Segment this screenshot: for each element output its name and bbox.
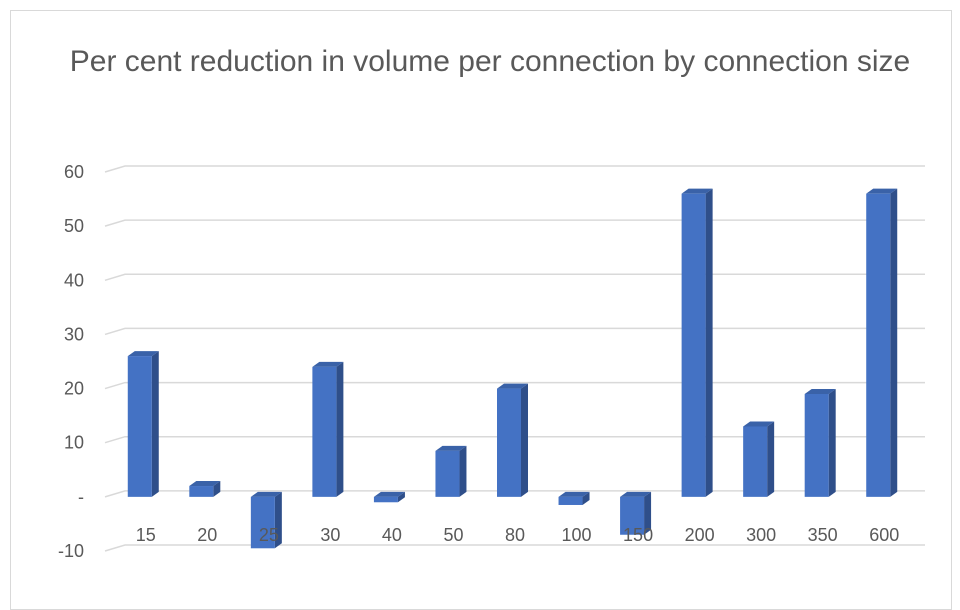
y-tick-label: 40	[64, 270, 84, 290]
bar-side	[582, 491, 590, 505]
bar-top	[497, 383, 528, 389]
bar	[127, 351, 159, 497]
bar	[804, 388, 836, 497]
gridline	[104, 327, 925, 336]
y-tick-label: 10	[64, 433, 84, 453]
bar-front	[558, 496, 583, 505]
y-tick-label: -	[78, 487, 84, 507]
x-tick-label: 150	[623, 525, 653, 545]
bar	[866, 188, 898, 497]
x-tick-label: 350	[808, 525, 838, 545]
y-tick-label: 60	[64, 162, 84, 182]
bar-top	[435, 445, 467, 451]
bar-top	[743, 421, 775, 427]
bar-front	[189, 486, 214, 497]
y-tick-label: 30	[64, 324, 84, 344]
y-tick-label: 20	[64, 379, 84, 399]
bar-side	[890, 188, 898, 497]
bar-side	[459, 445, 467, 497]
bar-top	[250, 491, 282, 497]
bar-top	[804, 388, 836, 394]
x-tick-label: 80	[505, 525, 525, 545]
bar	[558, 491, 590, 505]
bar-front	[804, 393, 829, 497]
bar	[189, 481, 221, 497]
bar	[497, 383, 528, 497]
x-tick-label: 40	[382, 525, 402, 545]
bar-front	[373, 496, 398, 503]
gridline	[104, 435, 925, 444]
x-tick-label: 300	[746, 525, 776, 545]
bar-top	[127, 351, 159, 357]
y-tick-label: 50	[64, 216, 84, 236]
x-axis-labels: 15 20 25 30 40 50 80 100 150 200 300 350 600	[136, 525, 900, 545]
x-tick-label: 15	[136, 525, 156, 545]
bar-top	[373, 491, 405, 497]
bar-side	[213, 481, 221, 497]
bar	[373, 491, 405, 503]
gridline	[104, 219, 925, 227]
bar-side	[644, 491, 652, 535]
chart-title: Per cent reduction in volume per connect…	[69, 45, 911, 78]
bar-side	[274, 491, 282, 549]
bar-top	[681, 188, 713, 194]
gridline	[104, 381, 925, 390]
x-tick-label: 200	[685, 525, 715, 545]
bar-front	[250, 496, 275, 549]
x-tick-label: 50	[443, 525, 463, 545]
x-tick-label: 20	[197, 525, 217, 545]
bar-front	[127, 356, 152, 497]
bar-front	[866, 193, 891, 497]
bar-front	[743, 426, 768, 497]
bar-front	[435, 450, 460, 497]
bar-side	[521, 383, 528, 497]
bar-top	[312, 361, 344, 367]
gridline	[104, 544, 925, 552]
bar	[743, 421, 775, 497]
bar-side	[397, 491, 405, 503]
gridline	[104, 273, 925, 282]
bar	[681, 188, 713, 497]
x-tick-label: 25	[259, 525, 279, 545]
bar-front	[312, 366, 337, 497]
bar-top	[620, 491, 652, 497]
bar	[250, 491, 282, 549]
gridline	[104, 165, 925, 173]
x-tick-label: 100	[562, 525, 592, 545]
bar	[620, 491, 652, 535]
bar-front	[620, 496, 645, 535]
bar-side	[828, 388, 836, 497]
bars	[127, 188, 898, 549]
bar-side	[705, 188, 713, 497]
bar-side	[151, 351, 159, 497]
gridlines	[104, 165, 925, 552]
bar	[435, 445, 467, 497]
bar-top	[558, 491, 590, 497]
bar-side	[767, 421, 775, 497]
bar-front	[497, 388, 521, 497]
x-tick-label: 600	[869, 525, 899, 545]
bar-side	[336, 361, 344, 497]
bar-front	[681, 193, 706, 497]
bar-top	[866, 188, 898, 194]
bar	[312, 361, 344, 497]
y-tick-label: -10	[58, 541, 84, 561]
gridline	[104, 490, 925, 498]
bar-top	[189, 481, 221, 487]
x-tick-label: 30	[320, 525, 340, 545]
chart-frame	[10, 10, 952, 610]
